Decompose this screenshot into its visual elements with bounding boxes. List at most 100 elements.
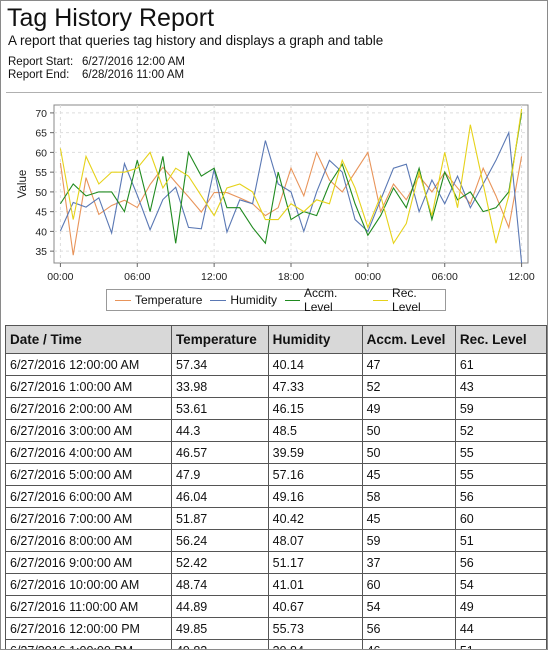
table-cell: 49.85 [170, 617, 269, 640]
table-cell: 50 [361, 419, 456, 442]
table-cell: 48.74 [170, 573, 269, 596]
report-end-value: 6/28/2016 11:00 AM [82, 69, 185, 81]
table-cell: 46.57 [170, 441, 269, 464]
table-cell: 37 [361, 551, 456, 574]
table-cell: 6/27/2016 9:00:00 AM [5, 551, 172, 574]
table-row: 6/27/2016 1:00:00 AM 33.98 47.33 52 43 [5, 375, 547, 398]
table-cell: 44 [454, 617, 547, 640]
table-cell: 56 [361, 617, 456, 640]
y-tick-label: 55 [35, 167, 47, 179]
y-axis-label: Value [17, 170, 29, 199]
report-title: Tag History Report [7, 4, 215, 32]
table-cell: 6/27/2016 1:00:00 AM [5, 375, 172, 398]
column-header: Temperature [170, 325, 269, 354]
table-cell: 41.01 [267, 573, 363, 596]
table-cell: 6/27/2016 10:00:00 AM [5, 573, 172, 596]
table-header-row: Date / Time Temperature Humidity Accm. Leve… [5, 325, 547, 354]
table-cell: 47.33 [267, 375, 363, 398]
x-tick-label: 06:00 [432, 271, 458, 283]
table-cell: 46.15 [267, 397, 363, 420]
y-tick-label: 40 [35, 226, 47, 238]
report-start: Report Start: 6/27/2016 12:00 AM [8, 56, 185, 68]
table-cell: 6/27/2016 3:00:00 AM [5, 419, 172, 442]
table-cell: 6/27/2016 2:00:00 AM [5, 397, 172, 420]
table-row: 6/27/2016 2:00:00 AM 53.61 46.15 49 59 [5, 397, 547, 420]
table-cell: 51 [454, 639, 547, 649]
table-cell: 40.67 [267, 595, 363, 618]
table-row: 6/27/2016 12:00:00 PM 49.85 55.73 56 44 [5, 617, 547, 640]
column-header: Date / Time [5, 325, 172, 354]
table-cell: 45 [361, 463, 456, 486]
table-cell: 6/27/2016 12:00:00 PM [5, 617, 172, 640]
table-cell: 6/27/2016 1:00:00 PM [5, 639, 172, 649]
table-cell: 49.16 [267, 485, 363, 508]
x-tick-label: 12:00 [201, 271, 227, 283]
table-cell: 57.16 [267, 463, 363, 486]
table-row: 6/27/2016 5:00:00 AM 47.9 57.16 45 55 [5, 463, 547, 486]
table-cell: 46 [361, 639, 456, 649]
x-tick-label: 06:00 [124, 271, 150, 283]
table-cell: 47 [361, 353, 456, 376]
table-cell: 49 [454, 595, 547, 618]
report-start-label: Report Start: [8, 56, 74, 68]
table-cell: 49 [361, 397, 456, 420]
y-tick-label: 70 [35, 108, 47, 120]
table-cell: 6/27/2016 4:00:00 AM [5, 441, 172, 464]
table-cell: 53.61 [170, 397, 269, 420]
table-cell: 58 [361, 485, 456, 508]
table-body: 6/27/2016 12:00:00 AM 57.34 40.14 47 61 6/27/… [5, 353, 547, 649]
table-cell: 59 [361, 529, 456, 552]
y-tick-label: 45 [35, 207, 47, 219]
table-row: 6/27/2016 6:00:00 AM 46.04 49.16 58 56 [5, 485, 547, 508]
table-cell: 48.07 [267, 529, 363, 552]
table-cell: 59 [454, 397, 547, 420]
x-tick-label: 00:00 [47, 271, 73, 283]
table-cell: 39.59 [267, 441, 363, 464]
table-cell: 6/27/2016 12:00:00 AM [5, 353, 172, 376]
table-cell: 6/27/2016 6:00:00 AM [5, 485, 172, 508]
divider [6, 92, 542, 93]
table-row: 6/27/2016 7:00:00 AM 51.87 40.42 45 60 [5, 507, 547, 530]
table-cell: 54 [454, 573, 547, 596]
table-cell: 52 [454, 419, 547, 442]
legend-label: Humidity [230, 293, 278, 307]
report-end-label: Report End: [8, 69, 70, 81]
table-cell: 39.84 [267, 639, 363, 649]
table-cell: 56 [454, 551, 547, 574]
legend-swatch [285, 299, 301, 301]
table-cell: 43 [454, 375, 547, 398]
table-cell: 33.98 [170, 375, 269, 398]
table-cell: 60 [361, 573, 456, 596]
table-row: 6/27/2016 9:00:00 AM 52.42 51.17 37 56 [5, 551, 547, 574]
table-cell: 44.3 [170, 419, 269, 442]
table-cell: 61 [454, 353, 547, 376]
table-cell: 51.87 [170, 507, 269, 530]
table-cell: 51 [454, 529, 547, 552]
tag-history-chart: 35 40 45 50 55 60 65 70 00:00 06:00 12:00 18:00 00:0… [17, 104, 535, 283]
table-row: 6/27/2016 11:00:00 AM 44.89 40.67 54 49 [5, 595, 547, 618]
table-cell: 60 [454, 507, 547, 530]
table-cell: 50 [361, 441, 456, 464]
legend-label: Temperature [135, 293, 203, 307]
legend-swatch [373, 299, 389, 301]
table-cell: 51.17 [267, 551, 363, 574]
series-line-rec-level [59, 108, 523, 245]
table-row: 6/27/2016 12:00:00 AM 57.34 40.14 47 61 [5, 353, 547, 376]
chart-legend: Temperature Humidity Accm. Level Rec. Level [106, 286, 446, 314]
table-row: 6/27/2016 10:00:00 AM 48.74 41.01 60 54 [5, 573, 547, 596]
report-end: Report End: 6/28/2016 11:00 AM [8, 69, 184, 81]
table-cell: 55 [454, 441, 547, 464]
report-subtitle: A report that queries tag history and di… [8, 33, 384, 48]
table-row: 6/27/2016 8:00:00 AM 56.24 48.07 59 51 [5, 529, 547, 552]
column-header: Rec. Level [454, 325, 547, 354]
legend-swatch [210, 299, 227, 301]
series-line-accm-level [59, 112, 523, 245]
table-cell: 6/27/2016 11:00:00 AM [5, 595, 172, 618]
y-tick-label: 60 [35, 147, 47, 159]
history-table: Date / Time Temperature Humidity Accm. Leve… [5, 325, 547, 649]
table-cell: 6/27/2016 8:00:00 AM [5, 529, 172, 552]
y-tick-label: 50 [35, 187, 47, 199]
legend-label: Accm. Level [304, 286, 338, 314]
legend-item: Temperature [115, 293, 202, 307]
